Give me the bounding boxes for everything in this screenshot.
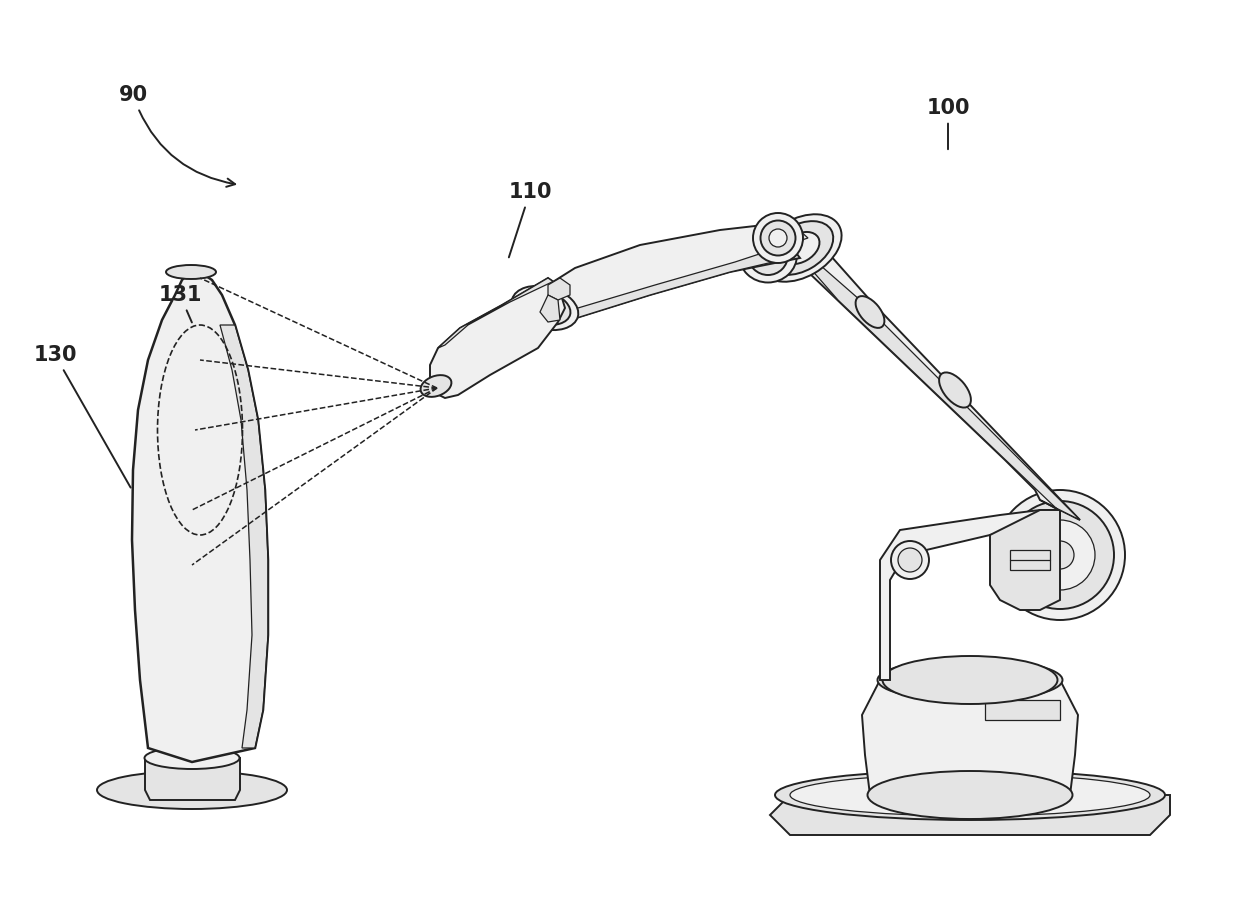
Text: 90: 90 xyxy=(119,85,236,187)
Ellipse shape xyxy=(878,659,1063,701)
Polygon shape xyxy=(770,795,1171,835)
Ellipse shape xyxy=(780,232,820,264)
Polygon shape xyxy=(785,230,1080,520)
Ellipse shape xyxy=(759,215,842,282)
Polygon shape xyxy=(790,248,1080,520)
Ellipse shape xyxy=(1006,501,1114,609)
Ellipse shape xyxy=(766,221,833,275)
Polygon shape xyxy=(430,278,565,398)
Polygon shape xyxy=(862,680,1078,795)
Ellipse shape xyxy=(760,220,796,255)
Ellipse shape xyxy=(892,541,929,579)
Ellipse shape xyxy=(512,286,578,330)
Text: 130: 130 xyxy=(33,345,130,487)
Ellipse shape xyxy=(97,771,286,809)
Ellipse shape xyxy=(420,375,451,397)
Polygon shape xyxy=(548,278,570,300)
Ellipse shape xyxy=(883,656,1058,704)
Polygon shape xyxy=(558,222,808,325)
Polygon shape xyxy=(219,325,268,748)
Polygon shape xyxy=(880,510,1060,680)
Ellipse shape xyxy=(856,296,884,328)
Text: 110: 110 xyxy=(508,182,552,257)
Ellipse shape xyxy=(748,235,787,275)
Polygon shape xyxy=(438,278,558,348)
Ellipse shape xyxy=(994,490,1125,620)
Polygon shape xyxy=(990,510,1060,610)
Polygon shape xyxy=(145,758,241,800)
Ellipse shape xyxy=(529,297,539,307)
Polygon shape xyxy=(539,295,560,322)
Ellipse shape xyxy=(790,774,1149,816)
Ellipse shape xyxy=(551,307,560,317)
Ellipse shape xyxy=(753,213,804,263)
Ellipse shape xyxy=(1025,520,1095,590)
Polygon shape xyxy=(985,700,1060,720)
Polygon shape xyxy=(539,222,800,325)
Text: 131: 131 xyxy=(159,285,202,323)
Ellipse shape xyxy=(739,227,797,283)
Ellipse shape xyxy=(769,229,787,247)
Ellipse shape xyxy=(166,265,216,279)
Ellipse shape xyxy=(145,747,239,769)
Ellipse shape xyxy=(868,771,1073,819)
Ellipse shape xyxy=(898,548,923,572)
Text: 100: 100 xyxy=(926,98,970,149)
Ellipse shape xyxy=(939,372,971,408)
Ellipse shape xyxy=(520,291,570,325)
Polygon shape xyxy=(131,272,268,762)
Polygon shape xyxy=(1011,550,1050,570)
Ellipse shape xyxy=(775,770,1166,820)
Ellipse shape xyxy=(1047,541,1074,569)
